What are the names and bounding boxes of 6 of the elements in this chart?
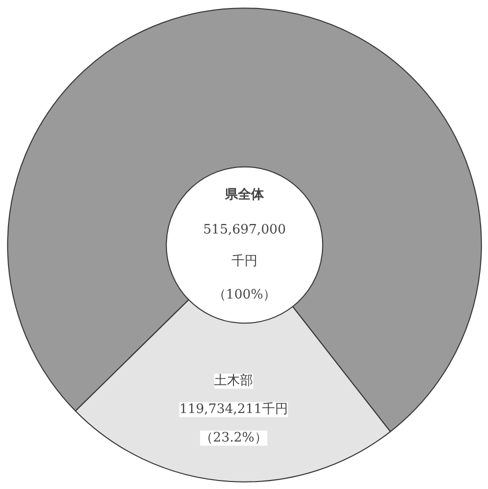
slice-label: 土木部	[214, 374, 254, 389]
text: （100%）	[212, 287, 276, 302]
data-label: 119,734,211千円（23.2%）	[179, 402, 288, 446]
text: 県全体	[224, 188, 265, 203]
text: 515,697,000	[203, 222, 286, 238]
text: 千円	[232, 254, 258, 270]
